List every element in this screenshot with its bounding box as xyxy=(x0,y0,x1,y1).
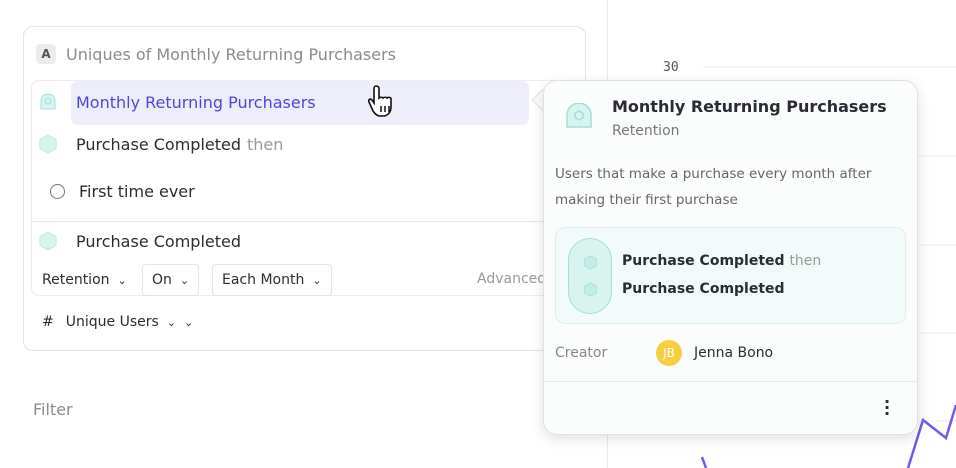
step2-row[interactable]: Purchase Completed xyxy=(38,231,241,251)
creator-label: Creator xyxy=(555,345,608,361)
flow-pill xyxy=(568,238,612,314)
chevron-down-icon: ⌄ xyxy=(179,273,190,287)
flow-step1: Purchase Completed then xyxy=(622,253,821,269)
chevron-down-icon: ⌄ xyxy=(184,315,194,329)
event-icon xyxy=(584,282,597,297)
selected-metric-label: Monthly Returning Purchasers xyxy=(76,92,316,112)
hash-icon: # xyxy=(42,314,54,330)
popover-title: Monthly Returning Purchasers xyxy=(612,97,887,116)
frequency-dropdown[interactable]: Each Month ⌄ xyxy=(212,264,332,296)
custom-event-icon xyxy=(566,103,592,128)
step1-suffix: then xyxy=(247,134,284,154)
measure-label: Unique Users xyxy=(65,314,159,330)
chevron-down-icon: ⌄ xyxy=(117,273,127,287)
divider xyxy=(32,221,587,222)
series-line xyxy=(700,456,708,468)
chevron-down-icon: ⌄ xyxy=(166,315,176,329)
measure-dropdown[interactable]: # Unique Users ⌄ ⌄ xyxy=(42,314,193,330)
flow-step1-label: Purchase Completed xyxy=(622,253,785,269)
creator: JB Jenna Bono xyxy=(656,340,773,366)
step1-row[interactable]: Purchase Completed then xyxy=(38,134,283,154)
series-line xyxy=(906,404,956,468)
step1-event: Purchase Completed xyxy=(76,134,242,154)
step1-filter-label: First time ever xyxy=(79,182,195,201)
on-label: On xyxy=(152,272,172,288)
filter-label[interactable]: Filter xyxy=(33,400,73,419)
query-badge: A xyxy=(36,44,56,64)
query-card: A Uniques of Monthly Returning Purchaser… xyxy=(23,26,587,351)
flow-summary: Purchase Completed then Purchase Complet… xyxy=(555,227,906,324)
retention-label: Retention xyxy=(42,272,110,288)
metric-highlight[interactable] xyxy=(71,81,529,125)
hand-cursor-icon xyxy=(368,85,392,117)
popover-description: Users that make a purchase every month a… xyxy=(555,166,872,208)
popover-type: Retention xyxy=(612,123,680,139)
query-title[interactable]: Uniques of Monthly Returning Purchasers xyxy=(66,44,397,64)
flow-step1-suffix: then xyxy=(789,253,822,269)
chevron-down-icon: ⌄ xyxy=(312,273,322,287)
step1-filter[interactable]: First time ever xyxy=(50,182,195,201)
retention-dropdown[interactable]: Retention ⌄ xyxy=(32,264,137,296)
clock-icon xyxy=(50,184,65,199)
more-options-icon[interactable]: · · · xyxy=(883,392,891,423)
metric-popover: Monthly Returning Purchasers Retention U… xyxy=(543,80,918,435)
selected-metric[interactable]: Monthly Returning Purchasers xyxy=(38,92,316,112)
event-icon xyxy=(584,255,597,270)
y-tick-label: 30 xyxy=(663,60,679,75)
step2-event: Purchase Completed xyxy=(76,231,242,251)
custom-event-icon xyxy=(40,93,56,110)
flow-step2: Purchase Completed xyxy=(622,281,785,297)
creator-name: Jenna Bono xyxy=(694,345,774,361)
event-icon xyxy=(39,134,57,154)
divider xyxy=(544,381,917,382)
frequency-label: Each Month xyxy=(222,272,305,288)
event-icon xyxy=(39,231,57,251)
avatar: JB xyxy=(656,340,682,366)
on-dropdown[interactable]: On ⌄ xyxy=(142,264,200,296)
advanced-button[interactable]: Advanced xyxy=(477,271,547,287)
